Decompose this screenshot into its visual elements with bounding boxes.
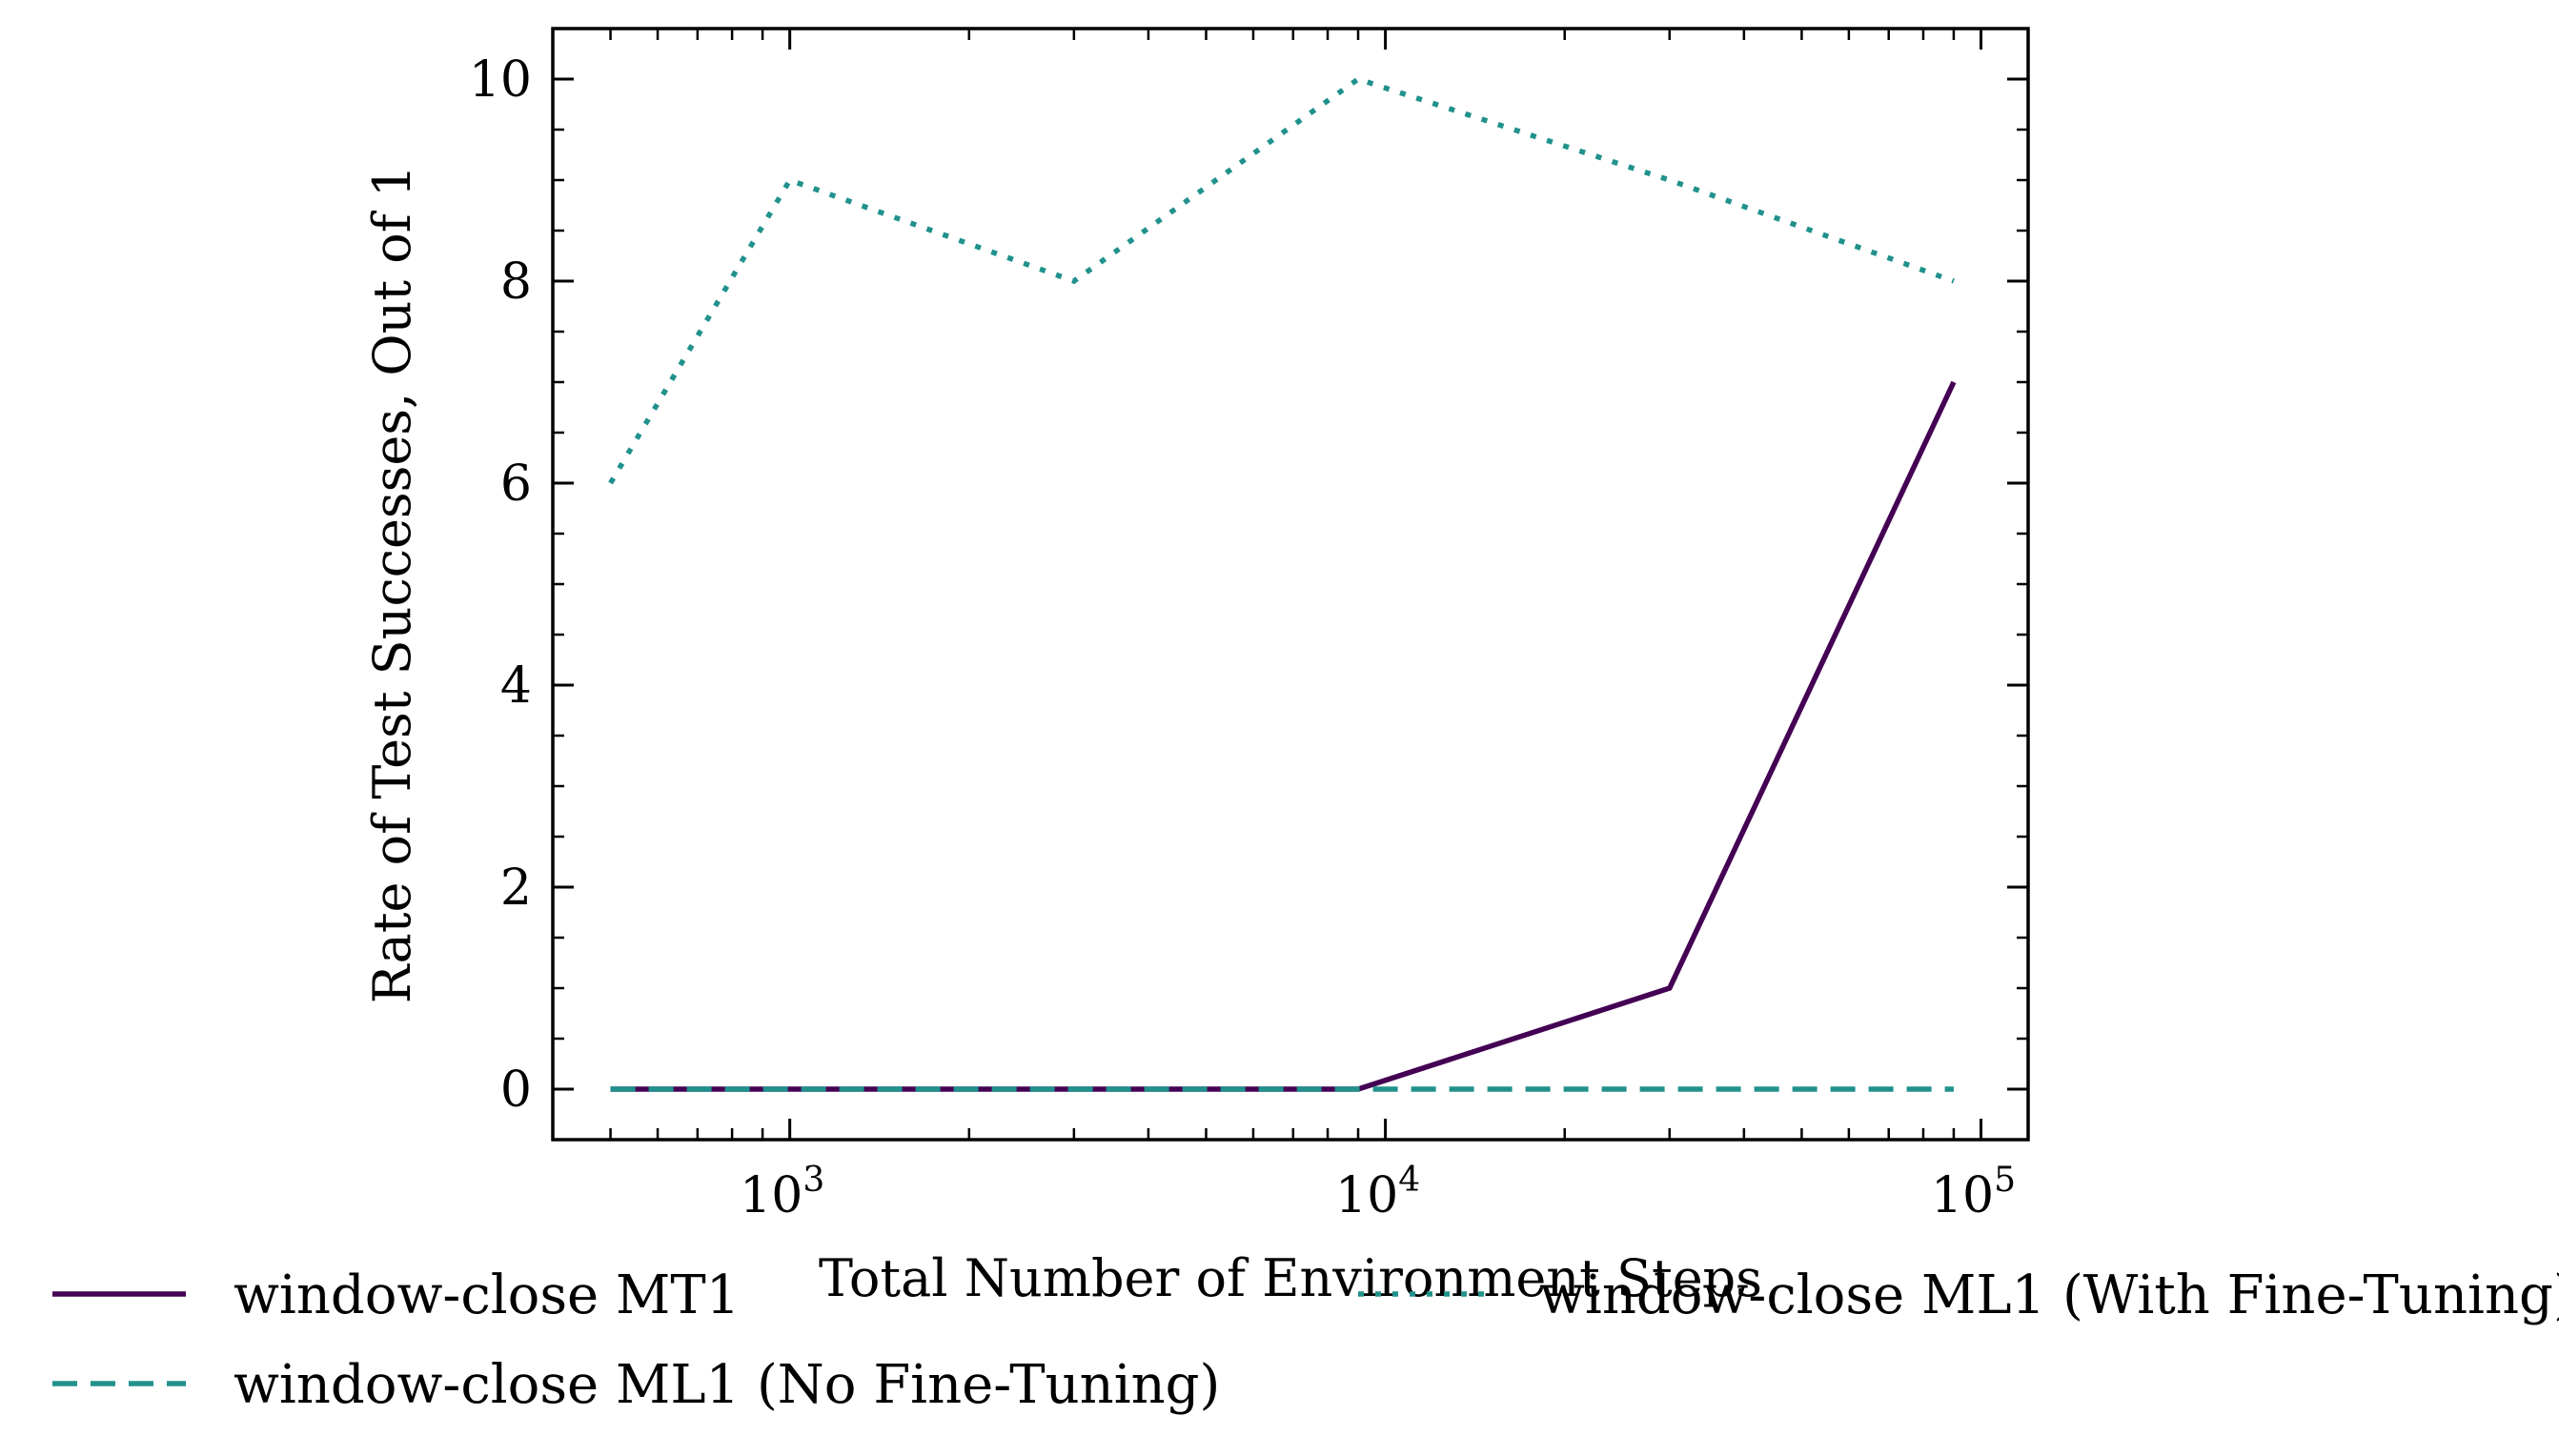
legend-label-1: window-close MT1	[234, 1264, 740, 1326]
plot-frame	[551, 27, 2030, 1142]
y-tick-label-3: 4	[500, 657, 532, 715]
legend: window-close MT1 window-close ML1 (No Fin…	[52, 1264, 2559, 1416]
tick-layer: 103 104 105 0 2 4 6 8 10	[469, 27, 2028, 1224]
y-tick-label-2: 2	[500, 859, 532, 917]
x-axis-label: Total Number of Environment Steps	[819, 1248, 1762, 1308]
y-tick-label-4: 6	[500, 455, 532, 513]
legend-label-2: window-close ML1 (No Fine-Tuning)	[234, 1354, 1220, 1416]
y-axis-label: Rate of Test Successes, Out of 1	[362, 165, 422, 1004]
y-tick-label-5: 8	[500, 253, 532, 311]
series-line-3	[608, 75, 1955, 485]
y-tick-label-1: 0	[500, 1062, 532, 1119]
legend-label-3: window-close ML1 (With Fine-Tuning)	[1539, 1264, 2559, 1326]
x-tick-label-1: 103	[740, 1161, 824, 1224]
series-line-1	[610, 380, 1957, 1092]
series-layer	[608, 75, 1957, 1092]
y-tick-label-6: 10	[469, 51, 532, 109]
x-tick-label-2: 104	[1335, 1161, 1420, 1224]
x-tick-label-3: 105	[1931, 1161, 2016, 1224]
